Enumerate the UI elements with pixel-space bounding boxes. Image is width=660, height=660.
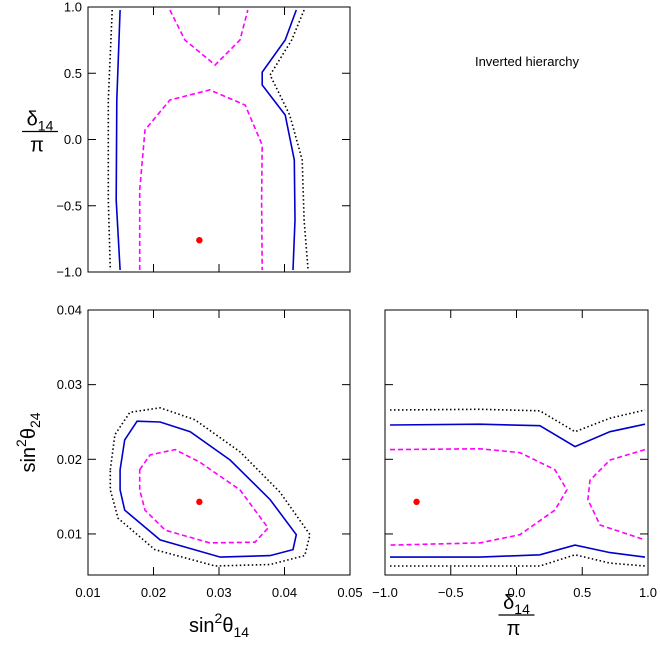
label-part: θ (222, 615, 233, 637)
x-tick-label: −1.0 (372, 585, 398, 600)
x-tick-label: 0.04 (272, 585, 297, 600)
axis-label: sin2θ24 (13, 412, 43, 472)
x-tick-label: 1.0 (639, 585, 657, 600)
label-part: 14 (514, 601, 530, 617)
label-part: 24 (27, 412, 43, 428)
axis-label: sin2θ14 (189, 610, 249, 640)
axis-label-num: δ14 (27, 109, 54, 134)
label-part: 14 (38, 118, 54, 134)
y-tick-label: 0.03 (57, 377, 82, 392)
x-tick-label: 0.01 (75, 585, 100, 600)
x-tick-label: 0.05 (337, 585, 362, 600)
plot-frame (87, 6, 351, 273)
y-tick-label: 0.01 (57, 526, 82, 541)
contour-line (119, 420, 298, 558)
x-tick-label: 0.5 (573, 585, 591, 600)
y-tick-label: 0.04 (57, 303, 82, 318)
best-fit-point (196, 237, 203, 244)
y-tick-label: 1.0 (64, 0, 82, 15)
contour-line (107, 9, 113, 271)
label-part: θ (18, 428, 40, 439)
y-tick-label: −0.5 (56, 198, 82, 213)
contour-line (138, 448, 270, 544)
contour-line (169, 9, 249, 67)
label-part: 14 (233, 624, 249, 640)
axis-label-num: δ14 (503, 592, 530, 617)
label-part: sin (189, 615, 215, 637)
contour-line (587, 448, 646, 541)
label-part: δ (503, 592, 514, 614)
contour-line (269, 9, 309, 271)
y-tick-label: 0.5 (64, 66, 82, 81)
contour-line (109, 406, 311, 567)
contour-line (115, 9, 121, 271)
contour-line (261, 9, 298, 271)
plot-frame (384, 309, 649, 576)
y-tick-label: −1.0 (56, 265, 82, 280)
label-part: δ (27, 109, 38, 131)
plot-frame (87, 309, 351, 576)
contour-line (138, 89, 264, 271)
contour-line (389, 408, 646, 433)
annotation: Inverted hierarchy (475, 54, 580, 69)
best-fit-point (196, 498, 203, 506)
contour-line (390, 544, 646, 558)
label-part: sin (18, 447, 40, 473)
axis-label-den: π (30, 135, 44, 157)
x-tick-label: 0.03 (206, 585, 231, 600)
contour-line (389, 447, 568, 546)
x-tick-label: 0.0 (507, 585, 525, 600)
label-part: 2 (215, 610, 223, 626)
label-part: 2 (13, 439, 29, 447)
contour-line (389, 423, 646, 448)
y-tick-label: 0.0 (64, 132, 82, 147)
x-tick-label: −0.5 (438, 585, 464, 600)
y-tick-label: 0.02 (57, 452, 82, 467)
best-fit-point (413, 498, 420, 506)
x-tick-label: 0.02 (141, 585, 166, 600)
axis-label-den: π (507, 618, 521, 640)
